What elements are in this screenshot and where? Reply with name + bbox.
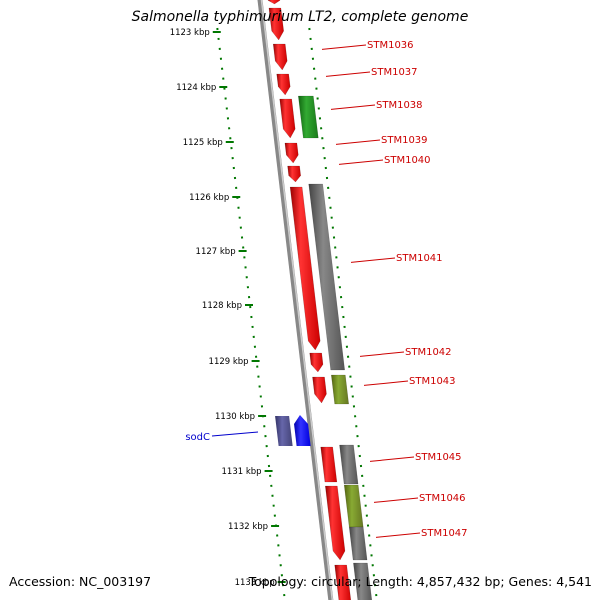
kbp-tick-label: 1127 kbp <box>196 247 236 257</box>
gene-shape-stm1041 <box>289 186 321 351</box>
accession-text: Accession: NC_003197 <box>9 574 152 589</box>
gene-label-stm1045: STM1045 <box>415 452 462 463</box>
gene-connector-sodc <box>211 431 259 437</box>
kbp-tick-label: 1132 kbp <box>228 522 268 532</box>
gene-connector <box>369 456 415 462</box>
kbp-tick-label: 1130 kbp <box>215 412 255 422</box>
gene-shape-stm1043 <box>331 374 349 405</box>
gene-label-stm1047: STM1047 <box>421 528 468 539</box>
gene-shape-stm1041-rev <box>308 183 345 371</box>
gene-shape-sodc <box>294 415 311 446</box>
gene-shape-stm1040 <box>287 165 301 183</box>
gene-shape-sodc-navy <box>275 416 293 446</box>
gene-connector <box>325 71 371 77</box>
gene-shape-stm1046-fwd <box>325 485 346 561</box>
gene-shape-bottom <box>334 564 352 600</box>
gene-shape-stm1047 <box>348 526 368 561</box>
kbp-tick-label: 1133 kbp <box>235 578 275 588</box>
gene-connector <box>375 532 421 538</box>
gene-shape-bottom-rev <box>353 562 373 600</box>
gene-shape-stm1036 <box>268 7 284 41</box>
gene-label-stm1039: STM1039 <box>381 135 428 146</box>
gene-shape-stm1045-rev <box>339 444 359 485</box>
gene-label-stm1040: STM1040 <box>384 155 431 166</box>
gene-shape-stm1043-fwd <box>312 376 327 404</box>
gene-shape-stm1037 <box>276 73 291 96</box>
kbp-tick-label: 1125 kbp <box>183 138 223 148</box>
gene-shape-stm1038-fwd <box>279 98 296 139</box>
kbp-tick-label: 1123 kbp <box>170 28 210 38</box>
gene-connector <box>359 351 405 357</box>
gene-label-stm1043: STM1043 <box>409 376 456 387</box>
gene-shape-stm1036b <box>272 43 288 71</box>
gene-connector <box>363 380 409 386</box>
gene-label-sodc: sodC <box>185 432 210 443</box>
gene-connector <box>373 497 419 503</box>
gene-label-stm1036: STM1036 <box>367 40 414 51</box>
backbone-line <box>257 0 334 600</box>
gene-shape-top <box>267 0 281 5</box>
gene-connector <box>350 257 396 263</box>
genome-title: Salmonella typhimurium LT2, complete gen… <box>131 9 469 25</box>
gene-label-stm1046: STM1046 <box>419 493 466 504</box>
gene-label-stm1037: STM1037 <box>371 67 418 78</box>
gene-label-stm1038: STM1038 <box>376 100 423 111</box>
kbp-tick-label: 1124 kbp <box>176 83 216 93</box>
backbone-highlight <box>260 0 334 600</box>
gene-connector <box>321 44 367 50</box>
gene-shape-stm1038 <box>298 95 319 139</box>
topology-text: Topology: circular; Length: 4,857,432 bp… <box>248 574 592 589</box>
gene-connector <box>338 159 384 165</box>
kbp-tick-label: 1128 kbp <box>202 301 242 311</box>
kbp-tick-label: 1131 kbp <box>222 467 262 477</box>
gene-shape-stm1045 <box>320 446 338 483</box>
gene-label-stm1042: STM1042 <box>405 347 452 358</box>
gene-connector <box>335 139 381 145</box>
gene-shape-stm1039 <box>284 142 299 164</box>
gene-shape-stm1042 <box>309 352 324 373</box>
kbp-tick-label: 1129 kbp <box>209 357 249 367</box>
kbp-tick-label: 1126 kbp <box>189 193 229 203</box>
gene-label-stm1041: STM1041 <box>396 253 443 264</box>
gene-connector <box>330 104 376 110</box>
